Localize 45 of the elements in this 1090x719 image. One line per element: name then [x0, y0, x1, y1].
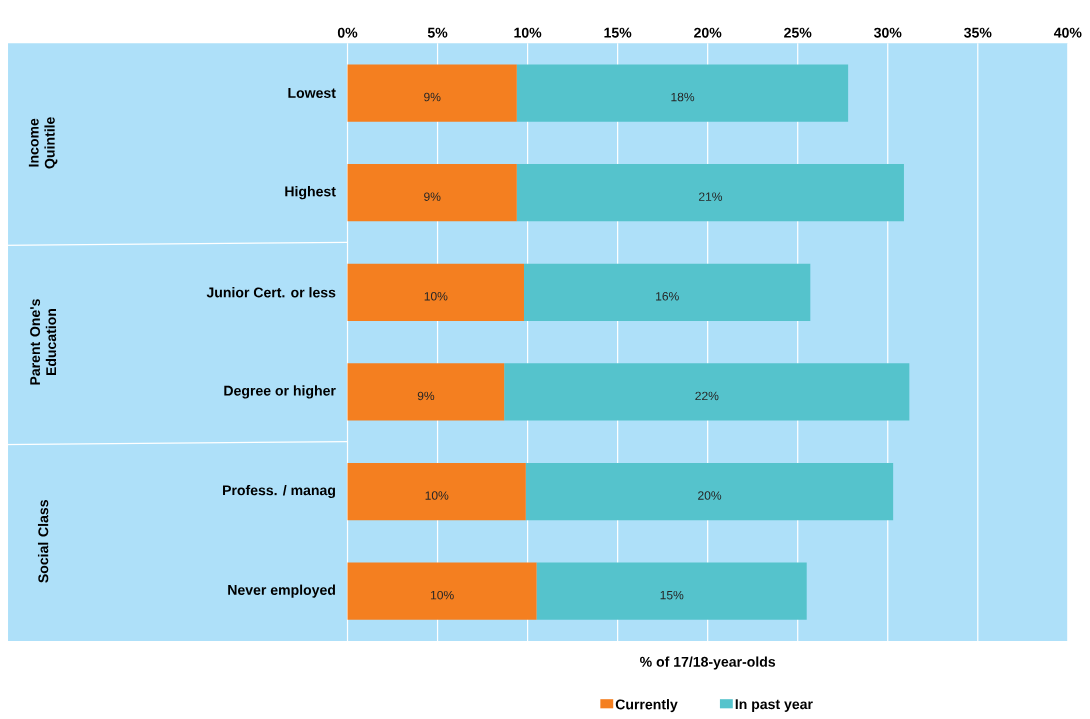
data-label: 18%: [671, 92, 695, 102]
x-axis-title: % of 17/18-year-olds: [640, 656, 776, 670]
text: Parent One's Education: [30, 299, 57, 385]
y-tick-label: Never employed: [228, 584, 335, 598]
bar: [347, 462, 526, 521]
bar: [347, 263, 524, 321]
data-label: 10%: [430, 590, 454, 600]
y-tick-label: Highest: [285, 185, 336, 200]
bar: [347, 562, 537, 620]
data-label: 9%: [424, 192, 441, 201]
x-tick-label: 30%: [873, 27, 902, 38]
data-label: 16%: [656, 291, 679, 301]
data-label: 9%: [424, 92, 441, 102]
bar: [523, 263, 811, 321]
x-tick-label: 15%: [604, 27, 632, 38]
bar: [516, 64, 849, 122]
y-tick-label: Lowest: [288, 87, 336, 98]
y-tick-label: Junior Cert. or less: [206, 286, 336, 298]
bar: [347, 363, 505, 421]
y-tick-label: Degree or higher: [224, 385, 336, 399]
text: Income Quintile: [28, 116, 58, 169]
x-tick-label: 0%: [337, 27, 358, 38]
legend-label: In past year: [735, 699, 813, 712]
bar: [347, 64, 517, 122]
bar: [536, 562, 807, 620]
data-label: 10%: [425, 491, 449, 500]
x-tick-label: 10%: [514, 27, 542, 38]
data-label: 15%: [660, 590, 684, 600]
bar: [525, 462, 894, 521]
x-tick-label: 40%: [1053, 27, 1082, 38]
data-label: 20%: [698, 491, 722, 500]
bar: [347, 163, 517, 222]
y-tick-label: Profess. / manag: [223, 484, 335, 498]
x-tick-label: 20%: [694, 27, 722, 38]
data-label: 22%: [695, 391, 719, 400]
x-tick-label: 5%: [427, 27, 448, 38]
data-label: 21%: [698, 192, 723, 201]
bar: [504, 363, 910, 421]
legend-label: Currently: [615, 698, 678, 713]
data-label: 10%: [424, 291, 448, 301]
x-tick-label: 35%: [964, 27, 992, 38]
x-tick-label: 25%: [784, 27, 812, 38]
data-label: 9%: [417, 391, 435, 401]
bar: [516, 163, 904, 222]
text: Social Class: [37, 499, 49, 583]
